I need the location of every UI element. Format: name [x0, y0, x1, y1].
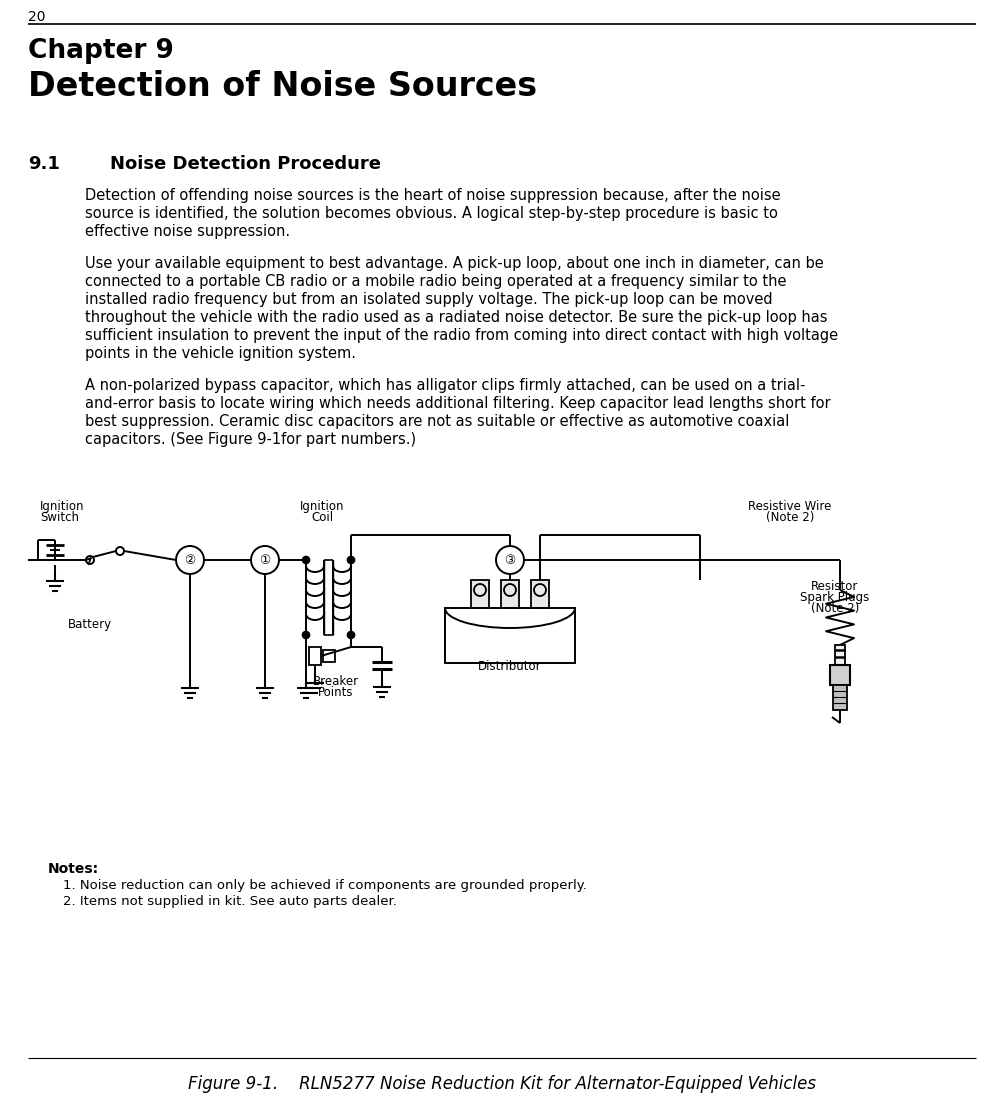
Text: Distributor: Distributor	[477, 661, 542, 673]
Text: Notes:: Notes:	[48, 862, 99, 876]
Text: 2. Items not supplied in kit. See auto parts dealer.: 2. Items not supplied in kit. See auto p…	[63, 895, 396, 909]
Text: ②: ②	[185, 554, 196, 566]
Text: Noise Detection Procedure: Noise Detection Procedure	[110, 155, 380, 173]
Text: Switch: Switch	[40, 512, 79, 524]
Text: Ignition: Ignition	[300, 500, 344, 513]
Text: installed radio frequency but from an isolated supply voltage. The pick-up loop : installed radio frequency but from an is…	[85, 292, 772, 307]
Ellipse shape	[347, 632, 354, 638]
Text: source is identified, the solution becomes obvious. A logical step-by-step proce: source is identified, the solution becom…	[85, 206, 777, 221]
Bar	[829, 665, 850, 685]
Bar	[832, 685, 847, 709]
Text: ③: ③	[504, 554, 516, 566]
Text: Points: Points	[318, 686, 353, 699]
Text: Detection of offending noise sources is the heart of noise suppression because, : Detection of offending noise sources is …	[85, 188, 780, 203]
Ellipse shape	[302, 632, 309, 638]
Text: capacitors. (See Figure 9-1for part numbers.): capacitors. (See Figure 9-1for part numb…	[85, 431, 415, 447]
Bar	[309, 647, 321, 665]
Bar	[500, 580, 519, 608]
Text: (Note 2): (Note 2)	[765, 512, 813, 524]
Text: Resistor: Resistor	[810, 580, 858, 593]
Bar	[323, 651, 335, 662]
Text: (Note 2): (Note 2)	[810, 602, 859, 615]
Text: Breaker: Breaker	[313, 675, 359, 688]
Text: 20: 20	[28, 10, 45, 24]
Text: connected to a portable CB radio or a mobile radio being operated at a frequency: connected to a portable CB radio or a mo…	[85, 274, 785, 289]
Text: Detection of Noise Sources: Detection of Noise Sources	[28, 70, 537, 103]
Text: Ignition: Ignition	[40, 500, 84, 513]
Text: sufficient insulation to prevent the input of the radio from coming into direct : sufficient insulation to prevent the inp…	[85, 328, 838, 342]
Bar	[531, 580, 549, 608]
Text: and-error basis to locate wiring which needs additional filtering. Keep capacito: and-error basis to locate wiring which n…	[85, 396, 829, 411]
Text: Battery: Battery	[68, 618, 112, 631]
Text: Spark Plugs: Spark Plugs	[799, 590, 869, 604]
Text: A non-polarized bypass capacitor, which has alligator clips firmly attached, can: A non-polarized bypass capacitor, which …	[85, 378, 804, 393]
Text: 1. Noise reduction can only be achieved if components are grounded properly.: 1. Noise reduction can only be achieved …	[63, 878, 587, 892]
Text: throughout the vehicle with the radio used as a radiated noise detector. Be sure: throughout the vehicle with the radio us…	[85, 310, 826, 325]
Ellipse shape	[347, 556, 354, 564]
Ellipse shape	[302, 556, 309, 564]
Text: points in the vehicle ignition system.: points in the vehicle ignition system.	[85, 346, 356, 361]
Bar	[444, 608, 575, 663]
Bar	[470, 580, 488, 608]
Text: best suppression. Ceramic disc capacitors are not as suitable or effective as au: best suppression. Ceramic disc capacitor…	[85, 414, 788, 429]
Text: 9.1: 9.1	[28, 155, 60, 173]
Text: Coil: Coil	[311, 512, 333, 524]
Text: effective noise suppression.: effective noise suppression.	[85, 224, 290, 239]
Text: Chapter 9: Chapter 9	[28, 38, 174, 64]
Text: ①: ①	[259, 554, 271, 566]
Text: Use your available equipment to best advantage. A pick-up loop, about one inch i: Use your available equipment to best adv…	[85, 256, 822, 271]
Bar	[834, 645, 845, 665]
Text: Resistive Wire: Resistive Wire	[747, 500, 830, 513]
Text: Figure 9-1.    RLN5277 Noise Reduction Kit for Alternator-Equipped Vehicles: Figure 9-1. RLN5277 Noise Reduction Kit …	[188, 1075, 815, 1093]
